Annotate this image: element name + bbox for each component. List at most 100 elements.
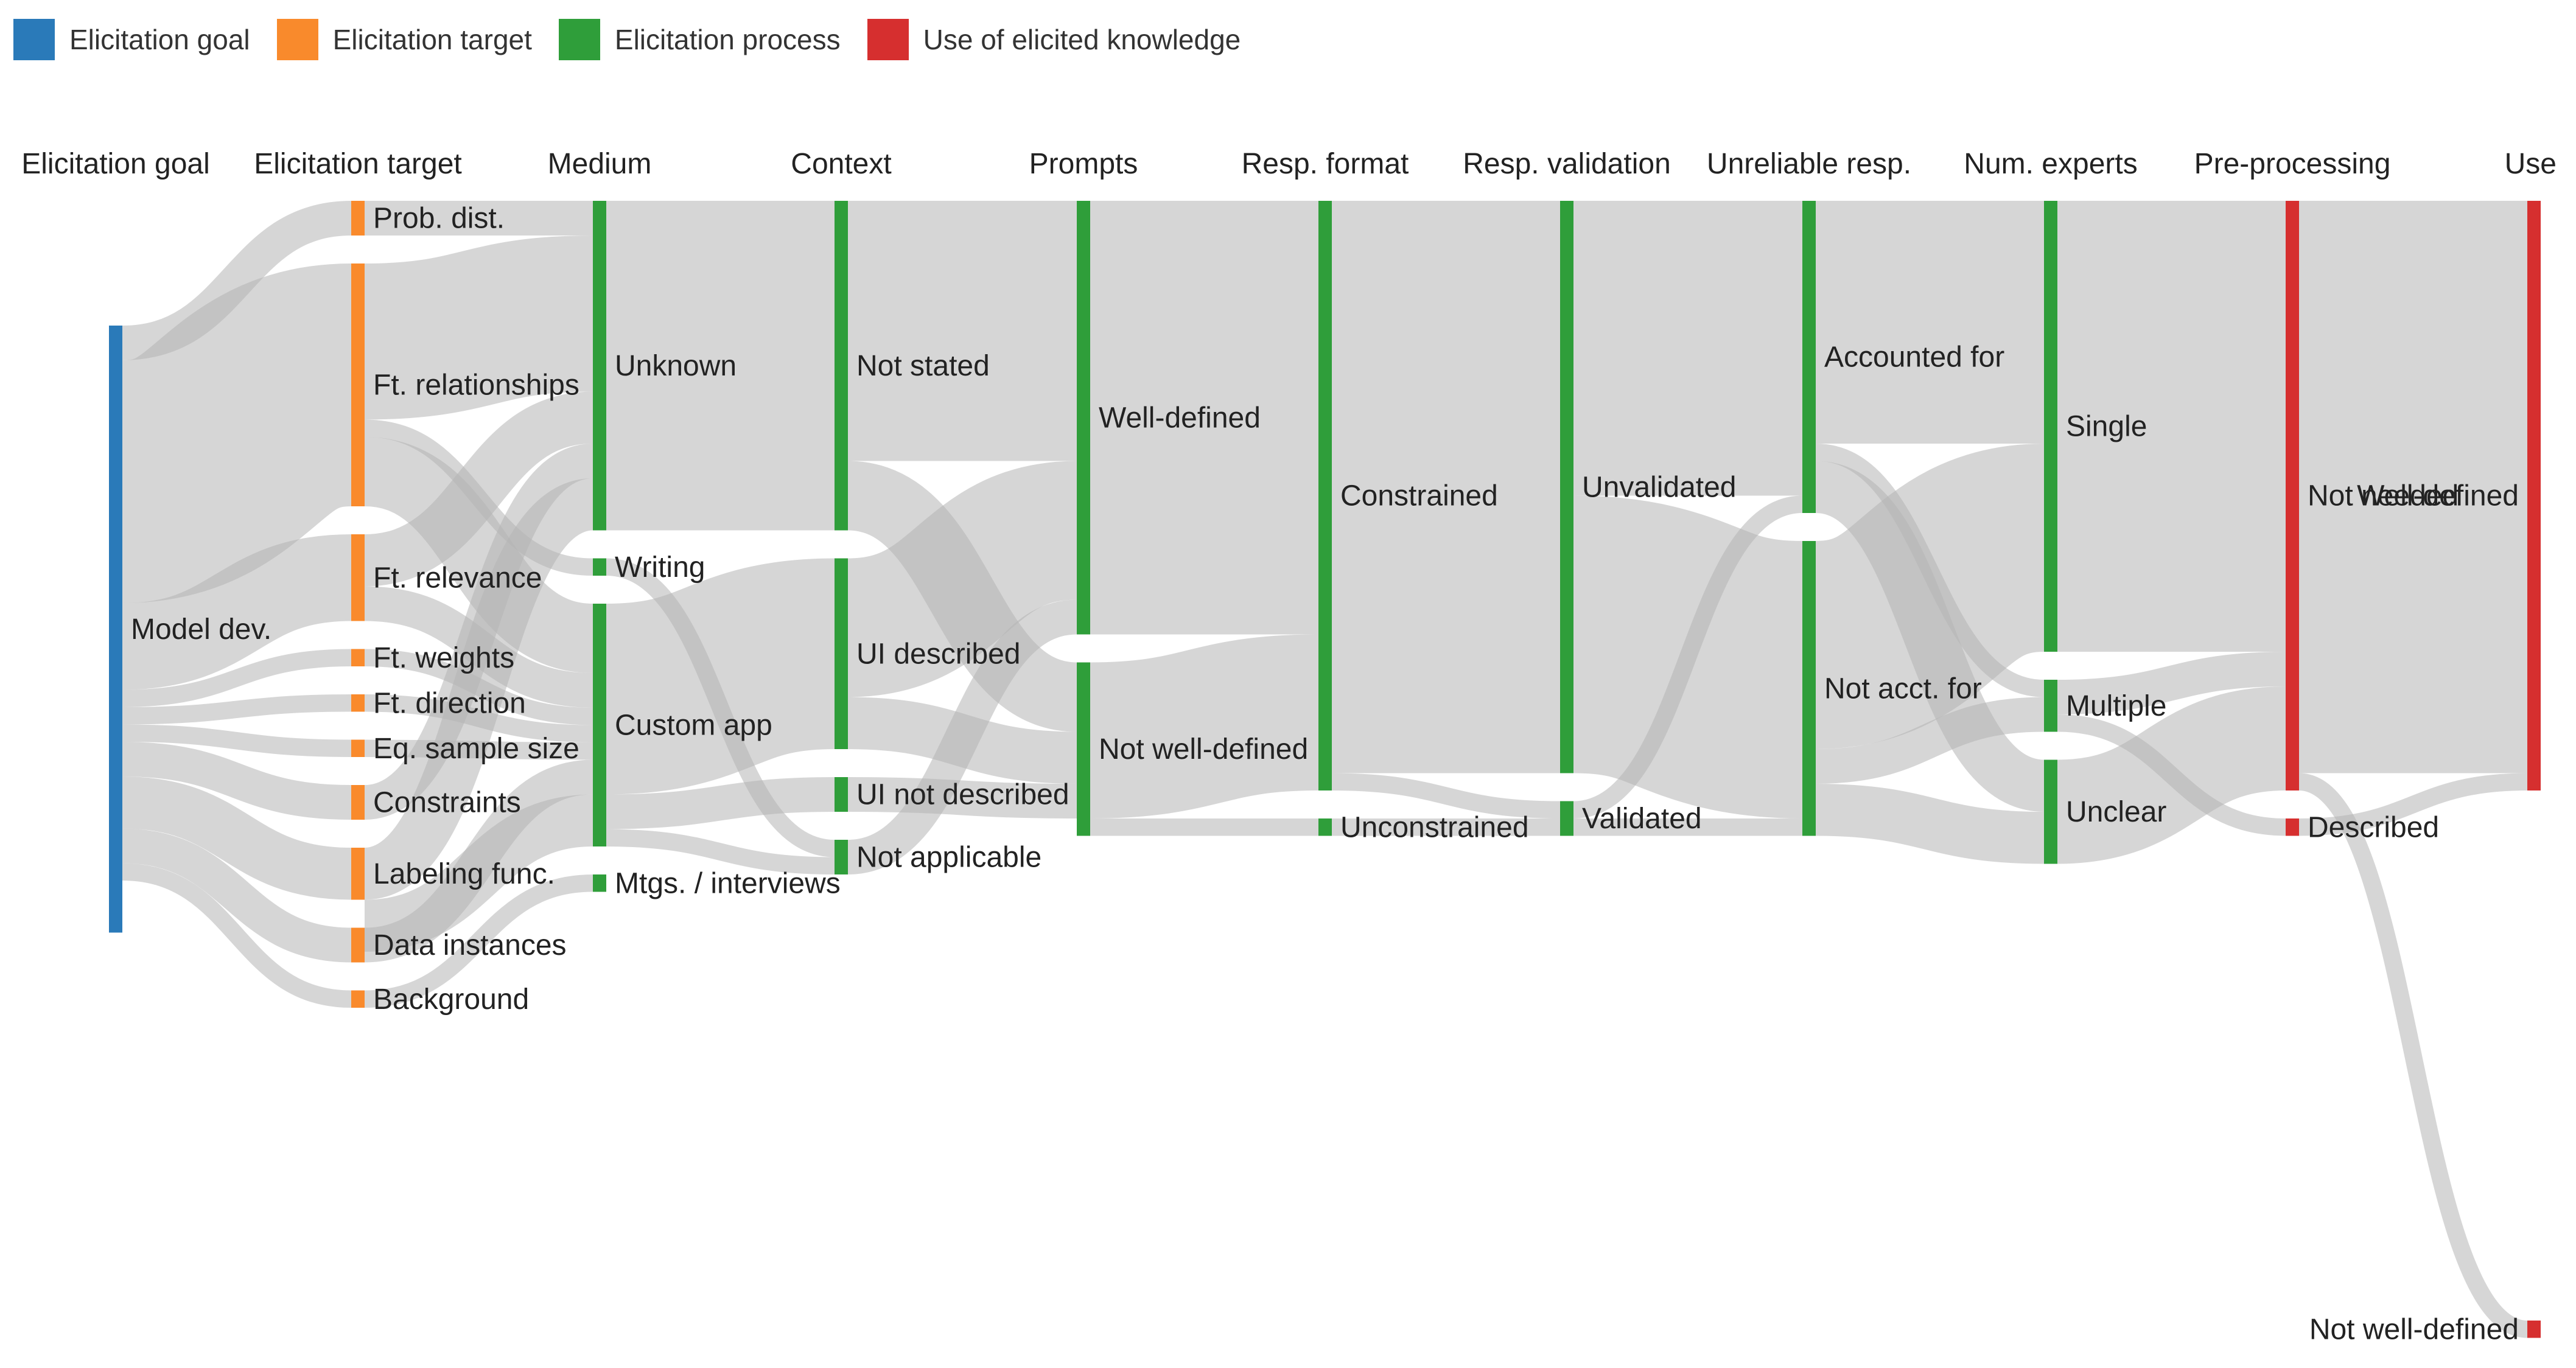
sankey-node[interactable]: [835, 777, 848, 812]
sankey-node[interactable]: [835, 840, 848, 874]
sankey-node[interactable]: [1077, 662, 1090, 836]
sankey-link[interactable]: [1090, 634, 1319, 818]
sankey-node[interactable]: [351, 534, 365, 621]
stage-label-target: Elicitation target: [254, 148, 462, 180]
node-label: Eq. sample size: [373, 733, 579, 765]
stage-label-preproc: Pre-processing: [2194, 148, 2391, 180]
sankey-node[interactable]: [351, 263, 365, 506]
sankey-link[interactable]: [2057, 652, 2286, 714]
node-label: Unvalidated: [1582, 471, 1737, 503]
sankey-node[interactable]: [351, 785, 365, 820]
sankey-node[interactable]: [351, 694, 365, 712]
sankey-node[interactable]: [593, 604, 606, 846]
sankey-node[interactable]: [351, 848, 365, 900]
legend-swatch-goal: [13, 19, 55, 60]
sankey-node[interactable]: [1560, 201, 1573, 773]
sankey-link[interactable]: [1812, 444, 2048, 749]
node-label: Ft. relationships: [373, 369, 579, 402]
sankey-link[interactable]: [363, 391, 594, 587]
sankey-node[interactable]: [593, 874, 606, 892]
legend-label-goal: Elicitation goal: [69, 24, 250, 55]
sankey-link[interactable]: [2298, 773, 2528, 836]
sankey-node[interactable]: [835, 201, 848, 531]
sankey-node[interactable]: [593, 558, 606, 576]
sankey-link[interactable]: [122, 649, 352, 707]
sankey-link[interactable]: [364, 874, 593, 1008]
legend-swatch-target: [276, 19, 318, 60]
legend-item-goal[interactable]: Elicitation goal: [13, 19, 250, 60]
sankey-link[interactable]: [118, 263, 355, 603]
sankey-node[interactable]: [593, 201, 606, 531]
node-label: Unclear: [2066, 796, 2166, 828]
stage-labels: Elicitation goal Elicitation target Medium…: [21, 148, 2557, 180]
sankey-link[interactable]: [362, 478, 595, 900]
sankey-node[interactable]: [835, 558, 848, 750]
sankey-node[interactable]: [351, 201, 365, 236]
node-label: Labeling func.: [373, 858, 555, 890]
sankey-link[interactable]: [1815, 784, 2045, 864]
sankey-link[interactable]: [122, 724, 352, 757]
sankey-node[interactable]: [2286, 818, 2299, 836]
sankey-link[interactable]: [122, 776, 352, 900]
legend-item-use[interactable]: Use of elicited knowledge: [867, 19, 1241, 60]
node-label: Writing: [615, 551, 705, 584]
sankey-link[interactable]: [847, 777, 1077, 818]
sankey-node[interactable]: [2286, 201, 2299, 790]
node-label: Not acct. for: [1824, 672, 1982, 705]
sankey-node[interactable]: [1802, 541, 1816, 836]
sankey-node[interactable]: [2044, 759, 2057, 864]
sankey-node[interactable]: [351, 990, 365, 1008]
node-label: Multiple: [2066, 690, 2166, 722]
node-label: Constraints: [373, 787, 521, 819]
stage-label-unreliable: Unreliable resp.: [1707, 148, 1911, 180]
sankey-node[interactable]: [1802, 201, 1816, 513]
sankey-link[interactable]: [845, 461, 1079, 697]
sankey-link[interactable]: [2056, 686, 2287, 864]
sankey-node[interactable]: [1077, 201, 1090, 635]
node-label: Not well-defined: [2309, 1313, 2519, 1345]
legend-item-target[interactable]: Elicitation target: [276, 19, 532, 60]
sankey-link[interactable]: [122, 694, 352, 725]
sankey-link[interactable]: [2298, 773, 2529, 1338]
stage-label-context: Context: [791, 148, 891, 180]
sankey-link[interactable]: [363, 437, 595, 673]
sankey-node[interactable]: [1318, 818, 1332, 836]
stage-label-format: Resp. format: [1242, 148, 1409, 180]
node-label: Unknown: [615, 350, 737, 382]
sankey-node[interactable]: [351, 927, 365, 963]
sankey-link[interactable]: [847, 599, 1078, 874]
node-label: Data instances: [373, 929, 567, 961]
sankey-nodes: [109, 201, 2541, 1338]
sankey-link[interactable]: [1815, 697, 2045, 784]
sankey-node[interactable]: [2044, 201, 2057, 652]
sankey-node[interactable]: [351, 649, 365, 667]
sankey-node[interactable]: [109, 326, 122, 933]
sankey-link[interactable]: [606, 777, 835, 829]
sankey-node[interactable]: [1318, 201, 1332, 790]
sankey-link[interactable]: [364, 236, 593, 420]
sankey-link[interactable]: [121, 534, 352, 690]
sankey-node[interactable]: [351, 739, 365, 758]
sankey-node[interactable]: [1560, 801, 1573, 836]
legend-item-process[interactable]: Elicitation process: [558, 19, 841, 60]
stage-label-validation: Resp. validation: [1463, 148, 1671, 180]
stage-label-prompts: Prompts: [1029, 148, 1138, 180]
sankey-link[interactable]: [606, 829, 835, 874]
sankey-link[interactable]: [122, 863, 352, 1008]
sankey-link[interactable]: [122, 742, 352, 820]
legend-swatch-process: [558, 19, 600, 60]
legend-label-process: Elicitation process: [614, 24, 841, 55]
sankey-link[interactable]: [122, 828, 352, 963]
node-label: Custom app: [615, 710, 772, 742]
node-label: Not well-defined: [1099, 733, 1308, 766]
legend-swatch-use: [867, 19, 909, 60]
sankey-link[interactable]: [604, 558, 836, 795]
sankey-link[interactable]: [1573, 495, 1803, 818]
node-label: Not applicable: [856, 842, 1041, 874]
sankey-link[interactable]: [363, 794, 594, 952]
sankey-node[interactable]: [2527, 1321, 2541, 1338]
sankey-link[interactable]: [1331, 773, 1561, 818]
legend: Elicitation goal Elicitation target Elic…: [13, 18, 1267, 61]
sankey-node[interactable]: [2527, 201, 2541, 790]
sankey-node[interactable]: [2044, 680, 2057, 732]
